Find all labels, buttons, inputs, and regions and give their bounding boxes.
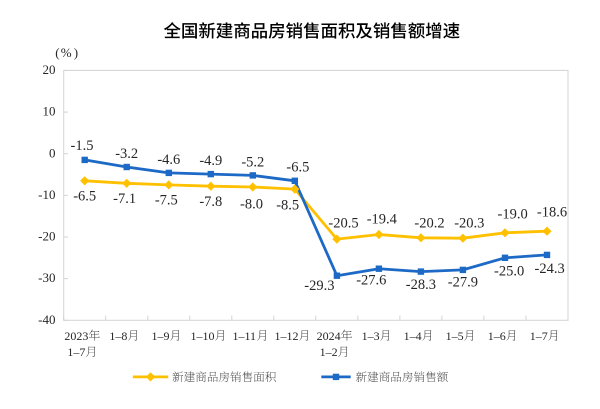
svg-text:0: 0 xyxy=(49,145,56,160)
svg-text:-29.3: -29.3 xyxy=(304,278,334,294)
svg-text:-7.1: -7.1 xyxy=(113,191,136,207)
svg-text:1–3: 1–3 xyxy=(362,329,380,343)
svg-text:1–11: 1–11 xyxy=(233,329,257,343)
svg-text:20: 20 xyxy=(43,62,56,77)
svg-text:1–7: 1–7 xyxy=(530,329,548,343)
svg-text:1–12: 1–12 xyxy=(275,329,299,343)
svg-text:(: ( xyxy=(55,45,59,60)
svg-text:-20.3: -20.3 xyxy=(454,216,484,232)
svg-text:-25.0: -25.0 xyxy=(494,264,524,280)
svg-text:-19.0: -19.0 xyxy=(497,207,527,223)
svg-text:-20.2: -20.2 xyxy=(414,216,444,232)
svg-text:2024: 2024 xyxy=(317,329,341,343)
svg-text:-6.5: -6.5 xyxy=(73,188,96,204)
svg-text:-20: -20 xyxy=(38,229,55,244)
svg-text:-6.5: -6.5 xyxy=(286,160,309,176)
svg-text:-28.3: -28.3 xyxy=(406,277,436,293)
svg-text:-10: -10 xyxy=(38,187,55,202)
svg-text:-40: -40 xyxy=(38,312,55,327)
svg-text:%: % xyxy=(61,45,72,60)
svg-text:-4.9: -4.9 xyxy=(199,153,222,169)
svg-text:1–6: 1–6 xyxy=(488,329,506,343)
svg-text:1–5: 1–5 xyxy=(446,329,464,343)
svg-text:-8.0: -8.0 xyxy=(240,197,263,213)
svg-text:-27.9: -27.9 xyxy=(448,274,478,290)
svg-text:-1.5: -1.5 xyxy=(71,138,94,154)
svg-text:-8.5: -8.5 xyxy=(276,197,299,213)
svg-text:-19.4: -19.4 xyxy=(367,212,398,228)
svg-text:-4.6: -4.6 xyxy=(157,152,180,168)
svg-text:-18.6: -18.6 xyxy=(537,205,567,221)
svg-text:10: 10 xyxy=(43,104,56,119)
svg-text:-20.5: -20.5 xyxy=(328,216,358,232)
svg-text:-7.5: -7.5 xyxy=(155,193,178,209)
svg-text:-27.6: -27.6 xyxy=(356,273,386,289)
svg-text:1–2: 1–2 xyxy=(320,345,338,359)
svg-text:1–7: 1–7 xyxy=(67,345,85,359)
svg-text:): ) xyxy=(74,45,78,60)
svg-text:1–9: 1–9 xyxy=(152,329,170,343)
svg-text:2023: 2023 xyxy=(64,329,88,343)
svg-text:-7.8: -7.8 xyxy=(199,194,222,210)
svg-text:-3.2: -3.2 xyxy=(115,146,138,162)
svg-text:-24.3: -24.3 xyxy=(534,261,564,277)
svg-text:1–10: 1–10 xyxy=(191,329,215,343)
svg-text:1–8: 1–8 xyxy=(109,329,127,343)
svg-text:1–4: 1–4 xyxy=(404,329,422,343)
svg-text:-30: -30 xyxy=(38,270,55,285)
svg-text:-5.2: -5.2 xyxy=(241,154,264,170)
